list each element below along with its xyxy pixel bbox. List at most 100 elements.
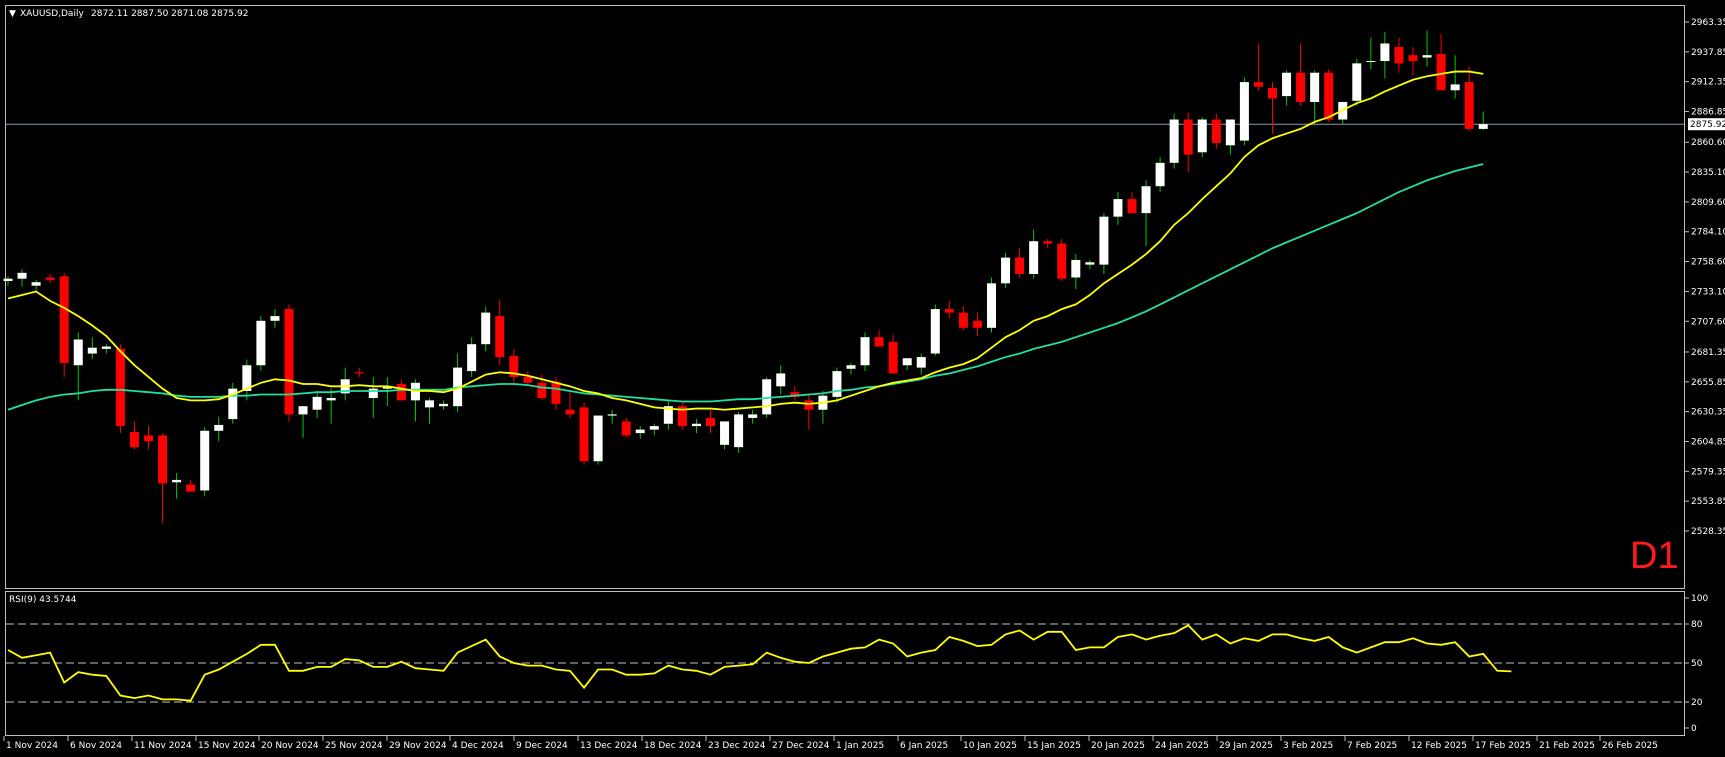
candle-bull	[1225, 119, 1235, 146]
candle-bull	[228, 388, 238, 420]
candle-bear	[874, 337, 884, 347]
price-tick-label: 2655.85	[1691, 378, 1725, 388]
price-tick-label: 2528.35	[1691, 527, 1725, 537]
candle-bull	[1169, 119, 1179, 163]
time-tick-label: 7 Feb 2025	[1347, 741, 1397, 751]
candle-bear	[495, 316, 505, 358]
time-tick-label: 15 Nov 2024	[198, 741, 256, 751]
candle-bear	[944, 309, 954, 313]
candle-bear	[1015, 257, 1025, 274]
time-tick-label: 1 Nov 2024	[6, 741, 58, 751]
candle-bull	[916, 357, 926, 368]
candle-bear	[509, 355, 519, 377]
price-tick-label: 2733.10	[1691, 287, 1725, 297]
candle-bear	[186, 484, 196, 492]
candle-bear	[396, 383, 406, 401]
time-tick-label: 3 Feb 2025	[1283, 741, 1333, 751]
candle-bull	[1085, 262, 1095, 265]
candle-bear	[144, 435, 153, 442]
candle-bull	[1478, 124, 1488, 129]
rsi-axis: 100 80 50 20 0	[1685, 594, 1708, 734]
symbol-label: XAUUSD,Daily	[20, 9, 84, 19]
candle-bull	[1366, 61, 1376, 63]
candle-bull	[481, 312, 491, 345]
time-tick-label: 12 Feb 2025	[1411, 741, 1467, 751]
candle-bull	[242, 365, 252, 391]
candle-bull	[200, 430, 210, 491]
candle-bear	[1211, 119, 1221, 143]
time-axis: 1 Nov 2024 6 Nov 2024 11 Nov 2024 15 Nov 20…	[3, 736, 1658, 751]
candle-bear	[129, 431, 139, 448]
candle-bear	[1436, 54, 1446, 91]
price-tick-label: 2784.10	[1691, 228, 1725, 238]
time-tick-label: 15 Jan 2025	[1027, 741, 1081, 751]
candle-bull	[1001, 257, 1011, 284]
candle-bull	[467, 344, 477, 372]
candle-bull	[748, 414, 758, 418]
current-price-tag: 2875.92	[1688, 118, 1725, 131]
candle-bear	[1127, 199, 1137, 214]
candle-bull	[635, 429, 645, 434]
candle-bull	[930, 309, 940, 354]
candle-bear	[1324, 72, 1334, 120]
candle-bull	[1197, 119, 1207, 153]
candle-bull	[73, 339, 83, 366]
candle-bull	[425, 400, 434, 408]
price-tick-label: 2963.35	[1691, 18, 1725, 28]
candle-bull	[1282, 72, 1292, 97]
candle-bull	[1310, 72, 1320, 102]
candle-bull	[298, 406, 308, 415]
rsi-pane-frame	[5, 591, 1685, 736]
candle-bear	[158, 435, 168, 484]
candle-bear	[1253, 82, 1263, 87]
candle-bull	[1450, 84, 1460, 91]
rsi-tick-label: 100	[1691, 594, 1708, 604]
rsi-tick-label: 20	[1691, 698, 1703, 708]
price-tick-label: 2630.35	[1691, 408, 1725, 418]
candle-bull	[860, 337, 870, 366]
price-tick-label: 2835.10	[1691, 168, 1725, 178]
price-tick-label: 2860.60	[1691, 138, 1725, 148]
time-tick-label: 21 Feb 2025	[1539, 741, 1595, 751]
candle-bear	[972, 320, 982, 328]
price-tick-label: 2553.85	[1691, 497, 1725, 507]
candle-bear	[1296, 72, 1306, 102]
candle-bull	[1422, 55, 1432, 58]
candle-bear	[621, 421, 631, 436]
candle-bull	[846, 365, 856, 369]
candle-bull	[832, 371, 842, 397]
price-tick-label: 2604.85	[1691, 437, 1725, 447]
moving-average-slow	[7, 163, 1484, 411]
timeframe-badge: D1	[1630, 535, 1679, 577]
candle-bull	[172, 479, 182, 483]
time-tick-label: 27 Dec 2024	[772, 741, 830, 751]
time-tick-label: 25 Nov 2024	[325, 741, 383, 751]
candle-bear	[1057, 243, 1067, 279]
candle-bull	[607, 414, 617, 416]
candle-bear	[537, 382, 547, 399]
rsi-tick-label: 0	[1691, 724, 1697, 734]
rsi-line	[7, 624, 1512, 702]
candle-bull	[326, 398, 336, 401]
candle-bull	[1141, 186, 1151, 214]
collapse-arrow-icon[interactable]: ▼	[9, 9, 16, 19]
candle-bull	[776, 373, 786, 387]
candle-bull	[720, 421, 730, 445]
time-tick-label: 20 Nov 2024	[261, 741, 319, 751]
time-tick-label: 4 Dec 2024	[452, 741, 504, 751]
price-axis: 2963.35 2937.85 2912.35 2886.85 2860.60 2835.…	[1685, 18, 1725, 537]
candle-bear	[706, 417, 715, 427]
price-tick-label: 2707.60	[1691, 317, 1725, 327]
candle-bear	[888, 341, 898, 374]
candle-bear	[958, 312, 968, 328]
candle-bull	[101, 346, 111, 349]
ohlc-values: 2872.11 2887.50 2871.08 2875.92	[91, 9, 248, 19]
price-tick-label: 2886.85	[1691, 108, 1725, 118]
rsi-tick-label: 50	[1691, 659, 1703, 669]
candle-bear	[1464, 82, 1474, 129]
candle-bear	[45, 277, 55, 280]
time-tick-label: 29 Nov 2024	[389, 741, 447, 751]
candle-bull	[649, 426, 659, 430]
candle-bear	[565, 409, 575, 415]
